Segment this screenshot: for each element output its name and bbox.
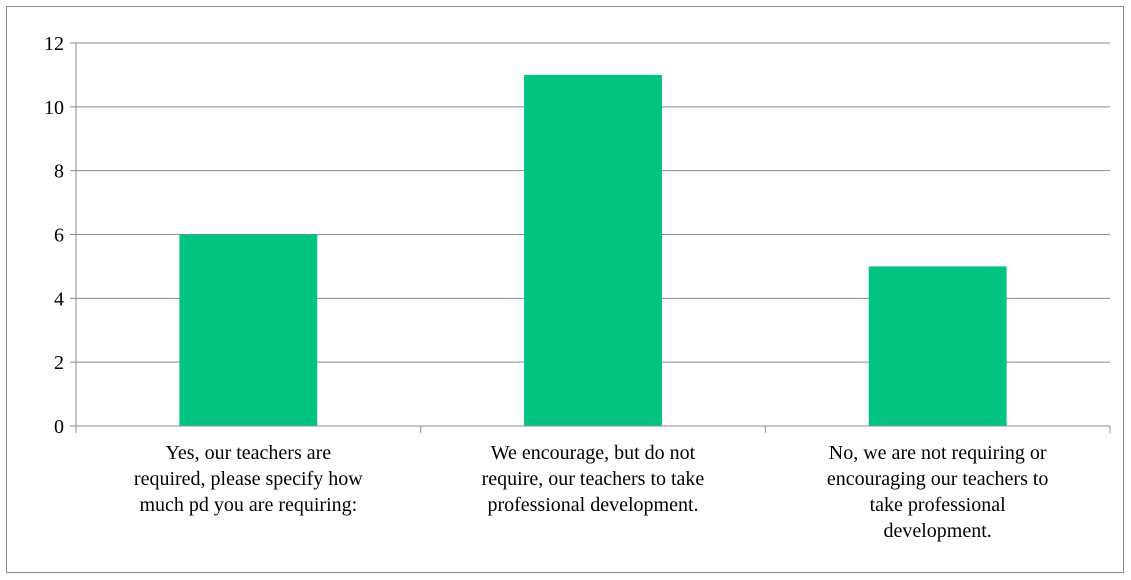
axes	[70, 42, 1111, 433]
x-category-label-line: No, we are not requiring or	[828, 442, 1047, 464]
y-tick-label: 10	[44, 97, 64, 119]
bar-1	[179, 234, 318, 426]
x-category-label-line: require, our teachers to take	[481, 468, 705, 490]
x-category-label-line: development.	[883, 520, 992, 542]
x-category-label: We encourage, but do not require, our tea…	[421, 440, 766, 518]
x-category-label-line: We encourage, but do not	[490, 442, 696, 464]
y-tick-label: 12	[44, 33, 64, 55]
y-tick-label: 4	[54, 288, 64, 310]
x-category-label-line: required, please specify how	[133, 468, 363, 490]
y-tick-label: 6	[54, 225, 64, 247]
bar-2	[524, 74, 662, 427]
y-tick-label: 2	[54, 352, 64, 374]
x-category-label-line: take professional	[869, 494, 1006, 516]
y-tick-labels: 0 2 4 6 8 10 12	[44, 33, 64, 438]
y-tick-label: 0	[54, 416, 64, 438]
bar-chart: 0 2 4 6 8 10 12	[44, 33, 1111, 438]
x-category-label-line: Yes, our teachers are	[165, 442, 332, 464]
x-category-label-line: much pd you are requiring:	[139, 494, 358, 516]
bar-3	[868, 266, 1007, 426]
x-category-label: Yes, our teachers are required, please sp…	[76, 440, 421, 518]
bars	[179, 74, 1007, 427]
x-category-label-line: encouraging our teachers to	[826, 468, 1049, 490]
chart-frame: 0 2 4 6 8 10 12 Yes, our teachers are required,…	[6, 6, 1124, 573]
x-category-label-line: professional development.	[487, 494, 699, 516]
y-tick-label: 8	[54, 161, 64, 183]
x-category-label: No, we are not requiring or encouraging o…	[765, 440, 1110, 544]
